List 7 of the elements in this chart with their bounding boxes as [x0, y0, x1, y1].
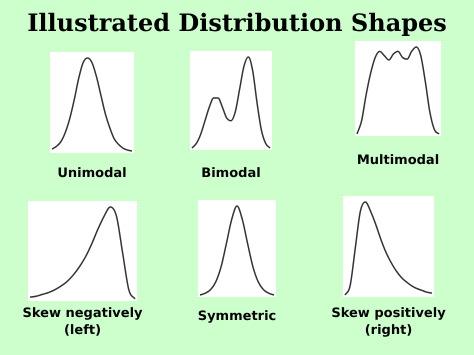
x-axis-title: Multimodal — [356, 152, 440, 169]
x-axis-title: Skew positively (right) — [330, 305, 447, 339]
x-axis-title: Bimodal — [200, 165, 262, 182]
x-axis-title: Unimodal — [56, 165, 128, 182]
x-axis-title: Symmetric — [196, 308, 278, 325]
x-axis-title: Skew negatively (left) — [21, 305, 144, 339]
text: Illustrated Distribution Shapes — [26, 8, 448, 37]
